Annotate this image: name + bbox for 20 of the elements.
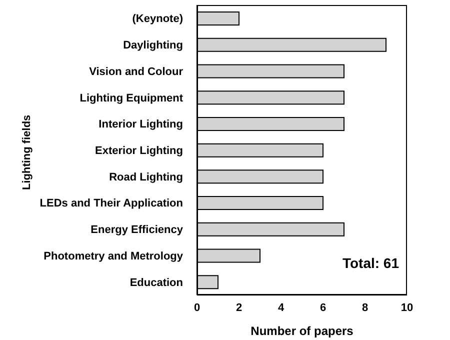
- x-tick-label: 6: [320, 302, 326, 314]
- y-tick-label: Lighting Equipment: [80, 92, 184, 104]
- y-tick-label: Vision and Colour: [89, 66, 184, 78]
- y-tick-label: Daylighting: [123, 40, 183, 52]
- x-axis-title: Number of papers: [250, 324, 354, 338]
- y-tick-label: Interior Lighting: [98, 118, 183, 131]
- y-tick-label: Energy Efficiency: [90, 224, 184, 236]
- y-tick-label: Exterior Lighting: [95, 145, 183, 157]
- x-tick-label: 4: [278, 302, 285, 314]
- y-tick-label: Road Lighting: [109, 171, 183, 184]
- x-tick-label: 8: [362, 302, 368, 314]
- x-tick-label: 0: [194, 302, 200, 314]
- y-tick-label: LEDs and Their Application: [40, 198, 184, 210]
- y-tick-label: Photometry and Metrology: [44, 250, 184, 262]
- annotation: Total: 61: [342, 255, 399, 271]
- y-tick-label: (Keynote): [132, 13, 184, 26]
- y-axis-title: Lighting fields: [20, 114, 33, 190]
- x-tick-label: 2: [236, 302, 242, 314]
- y-tick-label: Education: [130, 276, 184, 289]
- x-tick-label: 10: [400, 302, 414, 314]
